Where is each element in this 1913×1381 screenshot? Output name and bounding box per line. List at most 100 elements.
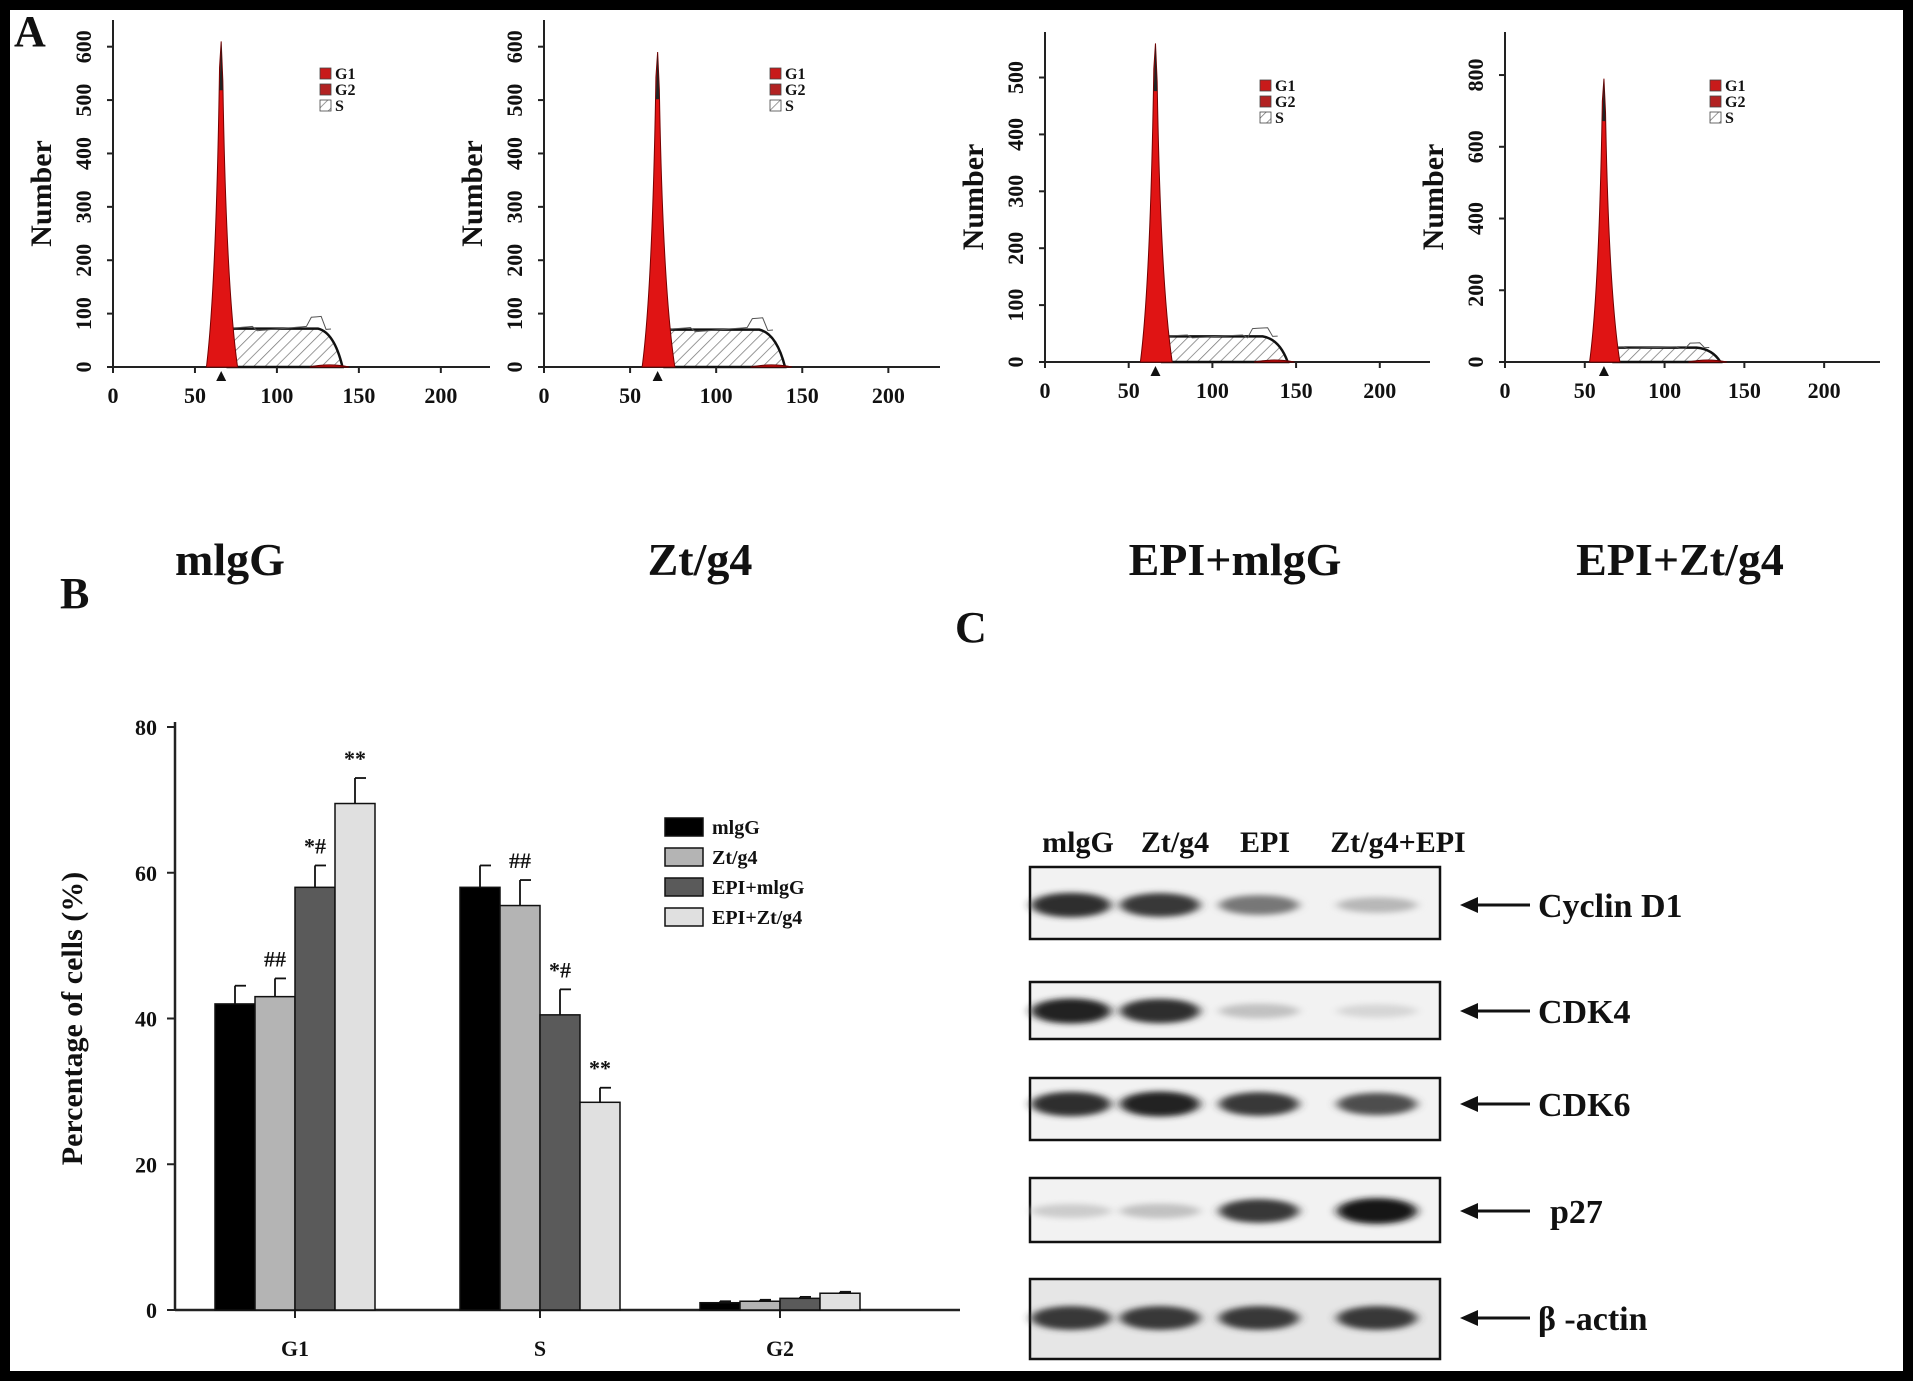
blot-band bbox=[1120, 998, 1200, 1024]
bar bbox=[779, 1297, 821, 1311]
y-tick-label: 40 bbox=[135, 1007, 157, 1032]
protein-label: Cyclin D1 bbox=[1538, 888, 1683, 925]
bar bbox=[699, 1301, 741, 1311]
legend-swatch bbox=[1259, 79, 1272, 92]
legend-swatch bbox=[319, 99, 332, 112]
lane-label: EPI bbox=[1240, 826, 1290, 859]
blot-row: CDK4 bbox=[1028, 980, 1631, 1041]
y-tick-label: 200 bbox=[502, 244, 527, 277]
y-tick-label: 0 bbox=[1003, 357, 1028, 368]
histogram-trace bbox=[224, 315, 332, 332]
blot-band bbox=[1219, 1092, 1299, 1116]
bar bbox=[739, 1300, 781, 1311]
histogram-trace bbox=[1158, 327, 1278, 339]
y-tick-label: 200 bbox=[71, 244, 96, 277]
legend-swatch bbox=[319, 67, 332, 80]
y-tick-label: 400 bbox=[1463, 202, 1488, 235]
x-tick-label: 150 bbox=[342, 383, 375, 408]
peak-marker bbox=[1150, 366, 1161, 376]
condition-label: Zt/g4 bbox=[648, 534, 753, 585]
g1-peak-tip bbox=[1153, 43, 1158, 92]
blot-band bbox=[1120, 1203, 1200, 1219]
bar bbox=[499, 904, 541, 1311]
y-tick-label: 100 bbox=[1003, 289, 1028, 322]
x-tick-label: G1 bbox=[281, 1336, 309, 1361]
legend-label: G1 bbox=[1275, 78, 1295, 95]
x-tick-label: 50 bbox=[1118, 378, 1140, 403]
y-tick-label: 400 bbox=[71, 137, 96, 170]
x-tick-label: 0 bbox=[1500, 378, 1511, 403]
peak-marker bbox=[1598, 366, 1609, 376]
legend-label: G1 bbox=[335, 66, 355, 83]
y-tick-label: 60 bbox=[135, 861, 157, 886]
y-tick-label: 0 bbox=[146, 1298, 157, 1323]
x-tick-label: G2 bbox=[766, 1336, 794, 1361]
legend-swatch bbox=[1709, 95, 1722, 108]
figure-panel: A B C 0 50 100 150 200 0 100 200 300 400 500 600 Number… bbox=[10, 10, 1903, 1371]
legend-swatch bbox=[319, 83, 332, 96]
y-tick-label: 600 bbox=[502, 30, 527, 63]
histogram-trace bbox=[660, 317, 774, 333]
y-tick-label: 500 bbox=[502, 84, 527, 117]
y-tick-label: 300 bbox=[71, 190, 96, 223]
significance-label: ## bbox=[264, 946, 286, 971]
condition-label: mlgG bbox=[175, 534, 285, 585]
legend-label: EPI+mlgG bbox=[712, 877, 805, 899]
y-axis-label: Number bbox=[957, 144, 990, 251]
y-tick-label: 0 bbox=[1463, 357, 1488, 368]
legend-swatch bbox=[1709, 79, 1722, 92]
x-tick-label: 200 bbox=[1808, 378, 1841, 403]
legend-swatch bbox=[664, 817, 704, 837]
bar-chart: 0 20 40 60 80 Percentage of cells (%) G1 ## *# **… bbox=[56, 715, 960, 1361]
peak-marker bbox=[216, 371, 227, 381]
x-tick-label: 0 bbox=[539, 383, 550, 408]
peak-marker bbox=[652, 371, 663, 381]
x-tick-label: S bbox=[534, 1336, 546, 1361]
significance-label: ** bbox=[344, 746, 366, 771]
y-tick-label: 0 bbox=[71, 362, 96, 373]
lane-label: Zt/g4 bbox=[1141, 826, 1209, 859]
blot-band bbox=[1031, 1203, 1111, 1219]
legend-swatch bbox=[769, 83, 782, 96]
y-tick-label: 500 bbox=[71, 84, 96, 117]
y-tick-label: 600 bbox=[1463, 130, 1488, 163]
condition-label: EPI+Zt/g4 bbox=[1576, 534, 1784, 585]
blot-band bbox=[1337, 1198, 1417, 1224]
y-tick-label: 80 bbox=[135, 715, 157, 740]
x-tick-label: 50 bbox=[1574, 378, 1596, 403]
blot-band bbox=[1031, 1306, 1111, 1330]
legend-swatch bbox=[769, 67, 782, 80]
x-tick-label: 150 bbox=[786, 383, 819, 408]
blot-band bbox=[1120, 893, 1200, 917]
y-tick-label: 300 bbox=[1003, 175, 1028, 208]
lane-label: Zt/g4+EPI bbox=[1330, 826, 1465, 859]
panel-label-a: A bbox=[14, 10, 46, 56]
y-tick-label: 300 bbox=[502, 190, 527, 223]
legend-swatch bbox=[664, 907, 704, 927]
bar bbox=[214, 1003, 256, 1311]
y-axis-label: Percentage of cells (%) bbox=[56, 872, 89, 1165]
blot-band bbox=[1031, 1091, 1111, 1117]
y-tick-label: 100 bbox=[71, 297, 96, 330]
bar bbox=[334, 802, 376, 1311]
x-tick-label: 0 bbox=[1040, 378, 1051, 403]
g2-peak bbox=[309, 364, 350, 368]
x-tick-label: 0 bbox=[108, 383, 119, 408]
bar bbox=[254, 995, 296, 1311]
x-tick-label: 200 bbox=[1363, 378, 1396, 403]
s-phase-area bbox=[663, 328, 787, 369]
y-axis-label: Number bbox=[1417, 144, 1450, 251]
g1-peak bbox=[1139, 43, 1173, 363]
g1-peak bbox=[205, 41, 239, 368]
histogram-trace bbox=[1610, 342, 1710, 349]
blot-band bbox=[1219, 1306, 1299, 1330]
blot-row: p27 bbox=[1028, 1176, 1603, 1244]
legend-swatch bbox=[769, 99, 782, 112]
protein-label: CDK4 bbox=[1538, 994, 1631, 1031]
g2-peak bbox=[1688, 359, 1727, 363]
y-tick-label: 800 bbox=[1463, 59, 1488, 92]
g1-peak bbox=[1588, 78, 1621, 363]
bar bbox=[819, 1292, 861, 1311]
blot-band bbox=[1337, 1092, 1417, 1116]
condition-label: EPI+mlgG bbox=[1129, 534, 1342, 585]
